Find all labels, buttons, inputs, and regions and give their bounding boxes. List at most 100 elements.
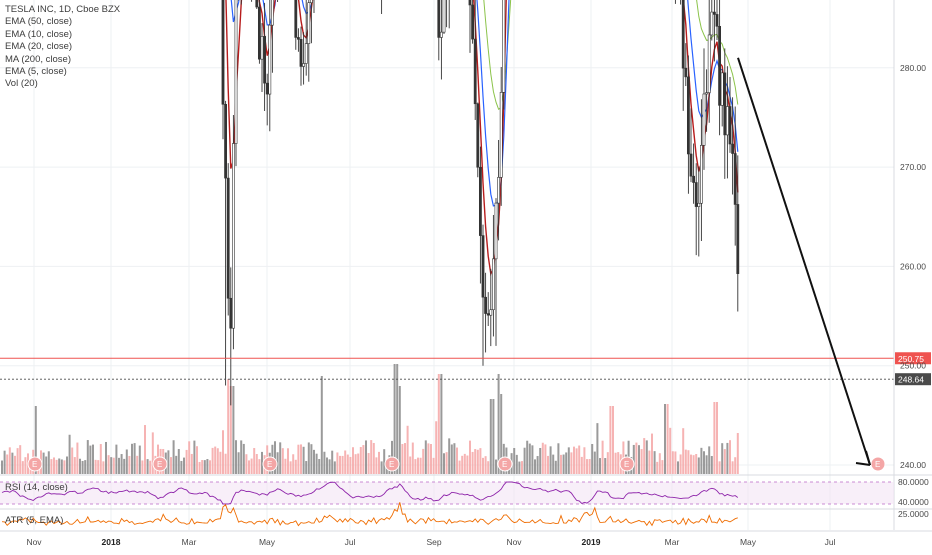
volume-bar — [185, 449, 188, 474]
candle-body — [718, 25, 722, 106]
volume-bar — [383, 449, 386, 474]
candle-body — [473, 38, 477, 105]
volume-bar — [479, 448, 482, 474]
price-lines: 250.75 248.64 — [0, 352, 931, 386]
candle-body — [484, 296, 488, 314]
legend-ema5[interactable]: EMA (5, close) — [5, 66, 67, 78]
candle-body — [681, 0, 685, 69]
volume-bar — [42, 452, 45, 474]
volume-bar — [190, 453, 193, 474]
volume-bar — [424, 440, 427, 474]
candle-body — [728, 106, 732, 145]
volume-bar — [34, 406, 37, 474]
volume-bar — [648, 450, 651, 474]
volume-bar — [94, 459, 97, 474]
candle-body — [309, 0, 313, 3]
volume-bar — [6, 454, 9, 474]
volume-bar — [583, 447, 586, 474]
legend-ema10[interactable]: EMA (10, close) — [5, 28, 73, 40]
x-tick-label: May — [259, 537, 276, 547]
volume-bar — [97, 460, 100, 474]
volume-bar — [448, 438, 451, 474]
volume-bar — [219, 451, 222, 474]
volume-bar — [651, 433, 653, 474]
x-tick-label: 2018 — [102, 537, 121, 547]
legend-vol[interactable]: Vol (20) — [5, 78, 38, 90]
earnings-marker — [619, 456, 635, 472]
volume-bar — [188, 441, 191, 474]
volume-bar — [552, 454, 555, 474]
volume-bar — [320, 376, 323, 474]
volume-bar — [123, 458, 126, 474]
legend-ma200[interactable]: MA (200, close) — [5, 53, 71, 65]
volume-bar — [66, 456, 68, 474]
volume-bar — [401, 444, 404, 474]
volume-bar — [99, 444, 102, 474]
volume-bar — [679, 454, 682, 474]
candle-body — [302, 63, 306, 67]
volume-bar — [593, 451, 596, 474]
chart-title[interactable]: TESLA INC, 1D, Cboe BZX — [5, 4, 121, 15]
volume-bar — [669, 427, 672, 474]
candle-body — [684, 67, 688, 78]
volume-bar — [172, 440, 175, 474]
rsi-pane-label[interactable]: RSI (14, close) — [5, 482, 68, 493]
volume-bar — [144, 425, 146, 474]
volume-bar — [24, 457, 27, 474]
volume-bar — [430, 444, 432, 474]
volume-bar — [349, 456, 352, 474]
candle-body — [707, 34, 711, 93]
candle-body — [232, 143, 235, 329]
volume-bar — [653, 451, 656, 474]
grid — [0, 0, 894, 530]
earnings-label: E — [267, 460, 272, 469]
volume-bar — [242, 443, 245, 474]
volume-bar — [313, 449, 315, 474]
volume-bar — [352, 447, 354, 474]
volume-bar — [206, 459, 209, 474]
volume-bar — [344, 450, 347, 474]
volume-bar — [466, 455, 469, 474]
atr-line — [1, 502, 738, 527]
volume-bar — [276, 452, 279, 474]
candle-body — [723, 72, 727, 136]
volume-bar — [19, 445, 22, 474]
atr-pane-label[interactable]: ATR (5, EMA) — [5, 515, 64, 526]
volume-bar — [310, 444, 313, 474]
candle-body — [702, 93, 706, 146]
volume-bar — [120, 454, 123, 474]
volume-bar — [440, 374, 443, 474]
chart-legend: TESLA INC, 1D, Cboe BZX EMA (50, close) … — [5, 4, 120, 91]
volume-bar — [482, 457, 484, 474]
volume-bar — [606, 452, 609, 474]
volume-bar — [284, 458, 287, 474]
volume-bar — [547, 455, 549, 474]
candle-body — [736, 204, 740, 274]
earnings-marker — [262, 456, 278, 472]
volume-bar — [115, 444, 118, 474]
volume-bar — [544, 444, 547, 474]
volume-bar — [515, 454, 518, 474]
volume-bar — [183, 457, 185, 474]
volume-bar — [3, 450, 6, 474]
volume-bar — [674, 451, 677, 474]
volume-bar — [656, 461, 659, 474]
candle-body — [439, 31, 443, 38]
legend-ema20[interactable]: EMA (20, close) — [5, 41, 73, 53]
volume-bar — [609, 406, 612, 474]
volume-bar — [341, 455, 344, 474]
candle-body — [502, 0, 506, 93]
volume-bar — [149, 460, 152, 474]
volume-bar — [8, 447, 11, 474]
volume-bar — [214, 446, 217, 474]
volume-bar — [326, 457, 328, 474]
candle-body — [699, 145, 703, 204]
legend-ema50[interactable]: EMA (50, close) — [5, 16, 73, 28]
volume-bar — [102, 461, 105, 474]
earnings-marker — [497, 456, 513, 472]
volume-bar — [292, 454, 295, 474]
volume-bar — [55, 459, 58, 474]
volume-bar — [664, 404, 666, 474]
